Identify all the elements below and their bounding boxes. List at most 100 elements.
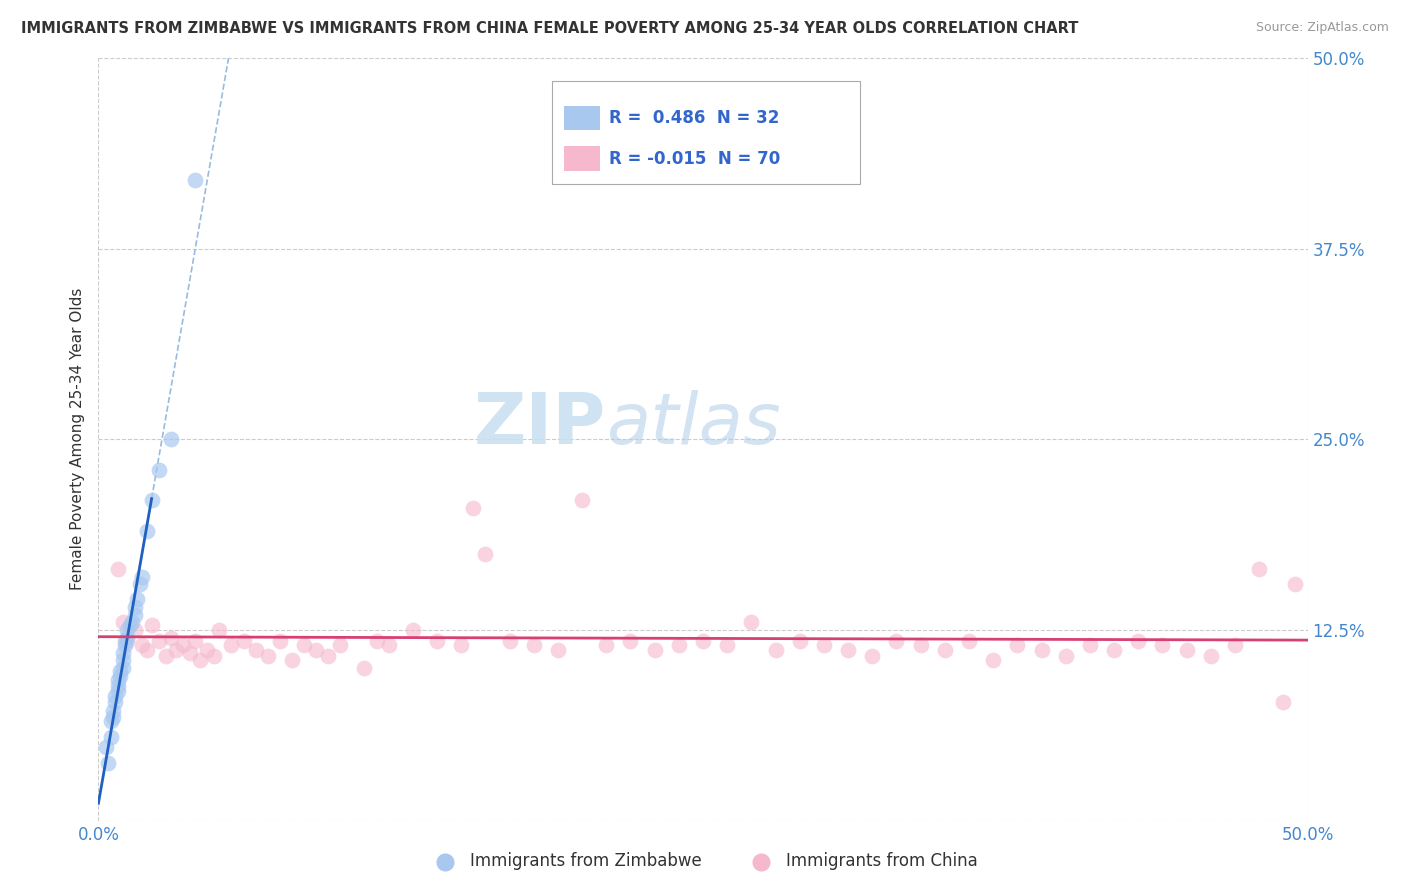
Point xyxy=(716,638,738,652)
Text: IMMIGRANTS FROM ZIMBABWE VS IMMIGRANTS FROM CHINA FEMALE POVERTY AMONG 25-34 YEA: IMMIGRANTS FROM ZIMBABWE VS IMMIGRANTS F… xyxy=(21,21,1078,36)
Point xyxy=(184,173,207,187)
Point xyxy=(402,623,425,637)
Legend: Immigrants from Zimbabwe, Immigrants from China: Immigrants from Zimbabwe, Immigrants fro… xyxy=(422,846,984,877)
Point xyxy=(111,661,134,675)
Point xyxy=(619,633,641,648)
Point xyxy=(165,642,187,657)
Point xyxy=(107,680,129,694)
Point xyxy=(141,618,163,632)
Bar xyxy=(564,146,600,171)
Point xyxy=(256,648,278,663)
Point xyxy=(366,633,388,648)
Point xyxy=(131,569,153,583)
Point xyxy=(195,642,218,657)
Point xyxy=(148,633,170,648)
Point xyxy=(208,623,231,637)
Point xyxy=(104,695,127,709)
Point xyxy=(1054,648,1077,663)
Point xyxy=(426,633,449,648)
Point xyxy=(104,689,127,703)
Point xyxy=(1152,638,1174,652)
Point xyxy=(860,648,883,663)
Text: R = -0.015  N = 70: R = -0.015 N = 70 xyxy=(609,150,780,168)
Point xyxy=(1102,642,1125,657)
Text: R =  0.486  N = 32: R = 0.486 N = 32 xyxy=(609,109,779,128)
Point xyxy=(128,577,150,591)
Point xyxy=(135,524,157,538)
Text: atlas: atlas xyxy=(606,390,780,458)
Point xyxy=(910,638,932,652)
Point xyxy=(155,648,177,663)
Point xyxy=(571,493,593,508)
Point xyxy=(135,642,157,657)
Point xyxy=(124,607,146,622)
Point xyxy=(121,615,143,630)
Point xyxy=(1007,638,1029,652)
Point xyxy=(100,730,122,744)
Point xyxy=(204,648,226,663)
Point xyxy=(1031,642,1053,657)
Point xyxy=(94,740,117,755)
Point xyxy=(179,646,201,660)
Point xyxy=(101,704,124,718)
Point xyxy=(100,714,122,729)
Point xyxy=(245,642,267,657)
Point xyxy=(934,642,956,657)
Point xyxy=(172,638,194,652)
Point xyxy=(498,633,520,648)
Point xyxy=(160,433,183,447)
Point xyxy=(117,633,139,648)
Point xyxy=(117,623,139,637)
Point xyxy=(692,633,714,648)
Point xyxy=(107,684,129,698)
Point xyxy=(1284,577,1306,591)
Point xyxy=(1223,638,1246,652)
Point xyxy=(837,642,859,657)
Point xyxy=(141,493,163,508)
Point xyxy=(281,653,304,667)
Point xyxy=(813,638,835,652)
Point xyxy=(269,633,291,648)
Point xyxy=(1175,642,1198,657)
Point xyxy=(127,592,149,607)
Point xyxy=(97,756,120,770)
Point xyxy=(184,633,207,648)
Point xyxy=(160,631,183,645)
Point xyxy=(124,623,146,637)
Point xyxy=(765,642,787,657)
Point xyxy=(329,638,352,652)
Point xyxy=(108,664,131,678)
Point xyxy=(292,638,315,652)
Point xyxy=(740,615,762,630)
Point xyxy=(232,633,254,648)
Point xyxy=(114,638,136,652)
Point xyxy=(1199,648,1222,663)
Point xyxy=(463,500,485,515)
Point xyxy=(353,661,375,675)
Point xyxy=(188,653,211,667)
Point xyxy=(789,633,811,648)
Point xyxy=(1272,695,1295,709)
Point xyxy=(124,600,146,615)
Point xyxy=(101,710,124,724)
Point xyxy=(523,638,546,652)
Y-axis label: Female Poverty Among 25-34 Year Olds: Female Poverty Among 25-34 Year Olds xyxy=(69,288,84,591)
Text: Source: ZipAtlas.com: Source: ZipAtlas.com xyxy=(1256,21,1389,34)
Bar xyxy=(564,106,600,130)
Point xyxy=(644,642,666,657)
Point xyxy=(305,642,328,657)
Point xyxy=(117,631,139,645)
Point xyxy=(668,638,690,652)
Point xyxy=(886,633,908,648)
Point xyxy=(547,642,569,657)
Point xyxy=(450,638,472,652)
Point xyxy=(1249,562,1271,576)
Point xyxy=(981,653,1004,667)
Point xyxy=(221,638,243,652)
Point xyxy=(108,669,131,683)
Point xyxy=(1078,638,1101,652)
Text: ZIP: ZIP xyxy=(474,390,606,458)
FancyBboxPatch shape xyxy=(551,81,860,184)
Point xyxy=(114,633,136,648)
Point xyxy=(111,646,134,660)
